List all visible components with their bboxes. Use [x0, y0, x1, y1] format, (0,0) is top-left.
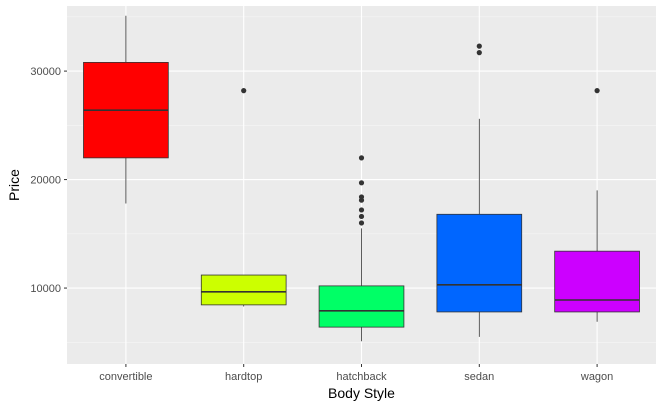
outlier-point [358, 207, 365, 213]
box-group-hardtop [200, 88, 287, 307]
outlier-point [358, 155, 365, 161]
box-group-convertible [83, 15, 169, 204]
x-tick-label: sedan [464, 371, 494, 383]
outlier-point [358, 220, 365, 226]
x-axis-title: Body Style [328, 385, 395, 401]
box-hardtop [200, 274, 287, 306]
y-tick-label: 30000 [30, 66, 61, 78]
box-series [83, 15, 640, 342]
x-tick-label: convertible [99, 371, 152, 383]
y-tick-label: 10000 [30, 283, 61, 295]
axes: 10000 20000 30000 convertible hardtop hatchba… [30, 66, 613, 383]
outlier-point [358, 213, 365, 220]
box-group-hatchback [318, 155, 405, 342]
box-group-sedan [436, 43, 523, 337]
box-sedan [436, 213, 523, 313]
outlier-point [476, 43, 482, 49]
x-tick-label: hatchback [336, 371, 387, 383]
box-hatchback [318, 285, 405, 328]
box-wagon [554, 250, 640, 313]
y-tick-label: 20000 [30, 175, 61, 187]
x-tick-label: hardtop [225, 371, 262, 383]
outlier-point [476, 50, 482, 56]
x-tick-label: wagon [580, 371, 613, 383]
outlier-point [594, 88, 600, 94]
y-axis-title: Price [6, 169, 22, 201]
outlier-point [358, 180, 365, 186]
box-group-wagon [554, 88, 640, 322]
outlier-point [358, 194, 365, 200]
outlier-point [241, 88, 247, 94]
